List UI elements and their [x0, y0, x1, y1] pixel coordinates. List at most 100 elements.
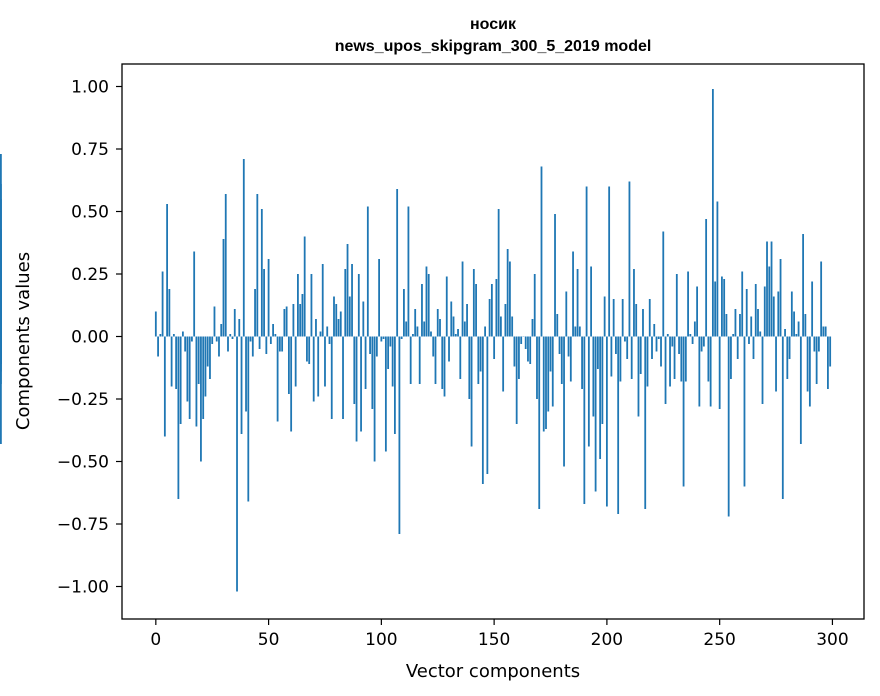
bar	[324, 336, 326, 387]
bar	[206, 336, 209, 367]
bar	[628, 181, 631, 337]
bar	[610, 336, 613, 377]
bar	[166, 204, 168, 337]
bar	[682, 336, 685, 487]
bar	[172, 334, 175, 337]
bar	[621, 299, 624, 337]
bar	[648, 299, 651, 337]
x-tick-label: 150	[478, 630, 510, 650]
bar	[373, 336, 376, 462]
bar	[369, 336, 371, 354]
bar	[337, 319, 340, 337]
bar	[306, 336, 308, 362]
bar	[197, 336, 200, 384]
bar	[633, 269, 635, 337]
bar	[538, 336, 541, 509]
bar	[817, 336, 820, 352]
bar	[344, 269, 347, 337]
bar	[468, 336, 471, 399]
bar	[321, 264, 324, 337]
bar	[824, 326, 827, 337]
bar	[745, 289, 748, 337]
x-tick-label: 100	[365, 630, 397, 650]
bar	[499, 316, 502, 337]
bar	[240, 336, 243, 434]
bar	[637, 336, 640, 417]
bar	[191, 336, 193, 342]
bar	[317, 336, 320, 397]
bar	[475, 284, 477, 337]
bar	[723, 279, 726, 337]
bar	[603, 296, 606, 337]
bar	[484, 326, 486, 337]
bar	[265, 336, 268, 354]
bar	[509, 261, 511, 337]
bar	[319, 331, 322, 337]
bar	[574, 326, 577, 337]
bar	[233, 309, 236, 337]
bar	[179, 336, 182, 424]
bar	[416, 326, 419, 337]
bar	[599, 336, 602, 459]
bar	[608, 186, 611, 337]
bar	[549, 336, 552, 372]
bar	[188, 336, 191, 419]
bar	[732, 334, 735, 337]
bar	[642, 309, 644, 337]
bar	[434, 336, 437, 384]
bar	[524, 336, 527, 349]
bar	[384, 336, 387, 452]
bar	[651, 336, 653, 359]
bar	[488, 299, 491, 337]
bar	[436, 309, 439, 337]
bar	[409, 336, 412, 384]
bar	[303, 236, 306, 337]
bar	[170, 336, 173, 387]
bar	[283, 309, 286, 337]
bar	[184, 336, 187, 352]
bar	[583, 336, 586, 504]
bar	[290, 336, 293, 432]
bar	[811, 281, 814, 337]
bar	[644, 336, 647, 509]
bar	[495, 279, 498, 337]
bar	[281, 336, 284, 352]
bar	[736, 336, 739, 359]
bar	[380, 336, 383, 342]
bar	[287, 336, 290, 394]
bar	[364, 336, 367, 389]
bar	[357, 274, 360, 337]
bar	[362, 301, 365, 337]
bar	[490, 284, 493, 337]
bar	[157, 336, 159, 357]
bar	[763, 286, 766, 337]
bar	[806, 336, 809, 392]
bar	[308, 336, 311, 364]
bar	[700, 336, 703, 352]
bar	[804, 314, 807, 337]
bar	[222, 239, 225, 337]
bar	[743, 336, 746, 487]
bar	[486, 336, 489, 474]
bar	[594, 336, 597, 492]
bar	[513, 336, 516, 367]
bar	[567, 336, 570, 357]
y-tick-label: 0.25	[71, 265, 109, 285]
bar	[269, 336, 272, 344]
bar	[666, 334, 669, 337]
bar	[432, 336, 435, 357]
bar	[689, 334, 692, 337]
bar	[328, 336, 331, 344]
bar	[439, 319, 441, 337]
bar	[375, 336, 378, 357]
bar	[702, 336, 705, 347]
bar	[353, 336, 356, 404]
bar	[161, 271, 164, 337]
bar	[418, 336, 421, 384]
bar	[227, 336, 229, 352]
bar	[540, 166, 543, 337]
bar	[786, 336, 789, 379]
y-tick-label: 1.00	[71, 78, 109, 98]
bar	[457, 329, 459, 337]
bar	[691, 336, 694, 344]
